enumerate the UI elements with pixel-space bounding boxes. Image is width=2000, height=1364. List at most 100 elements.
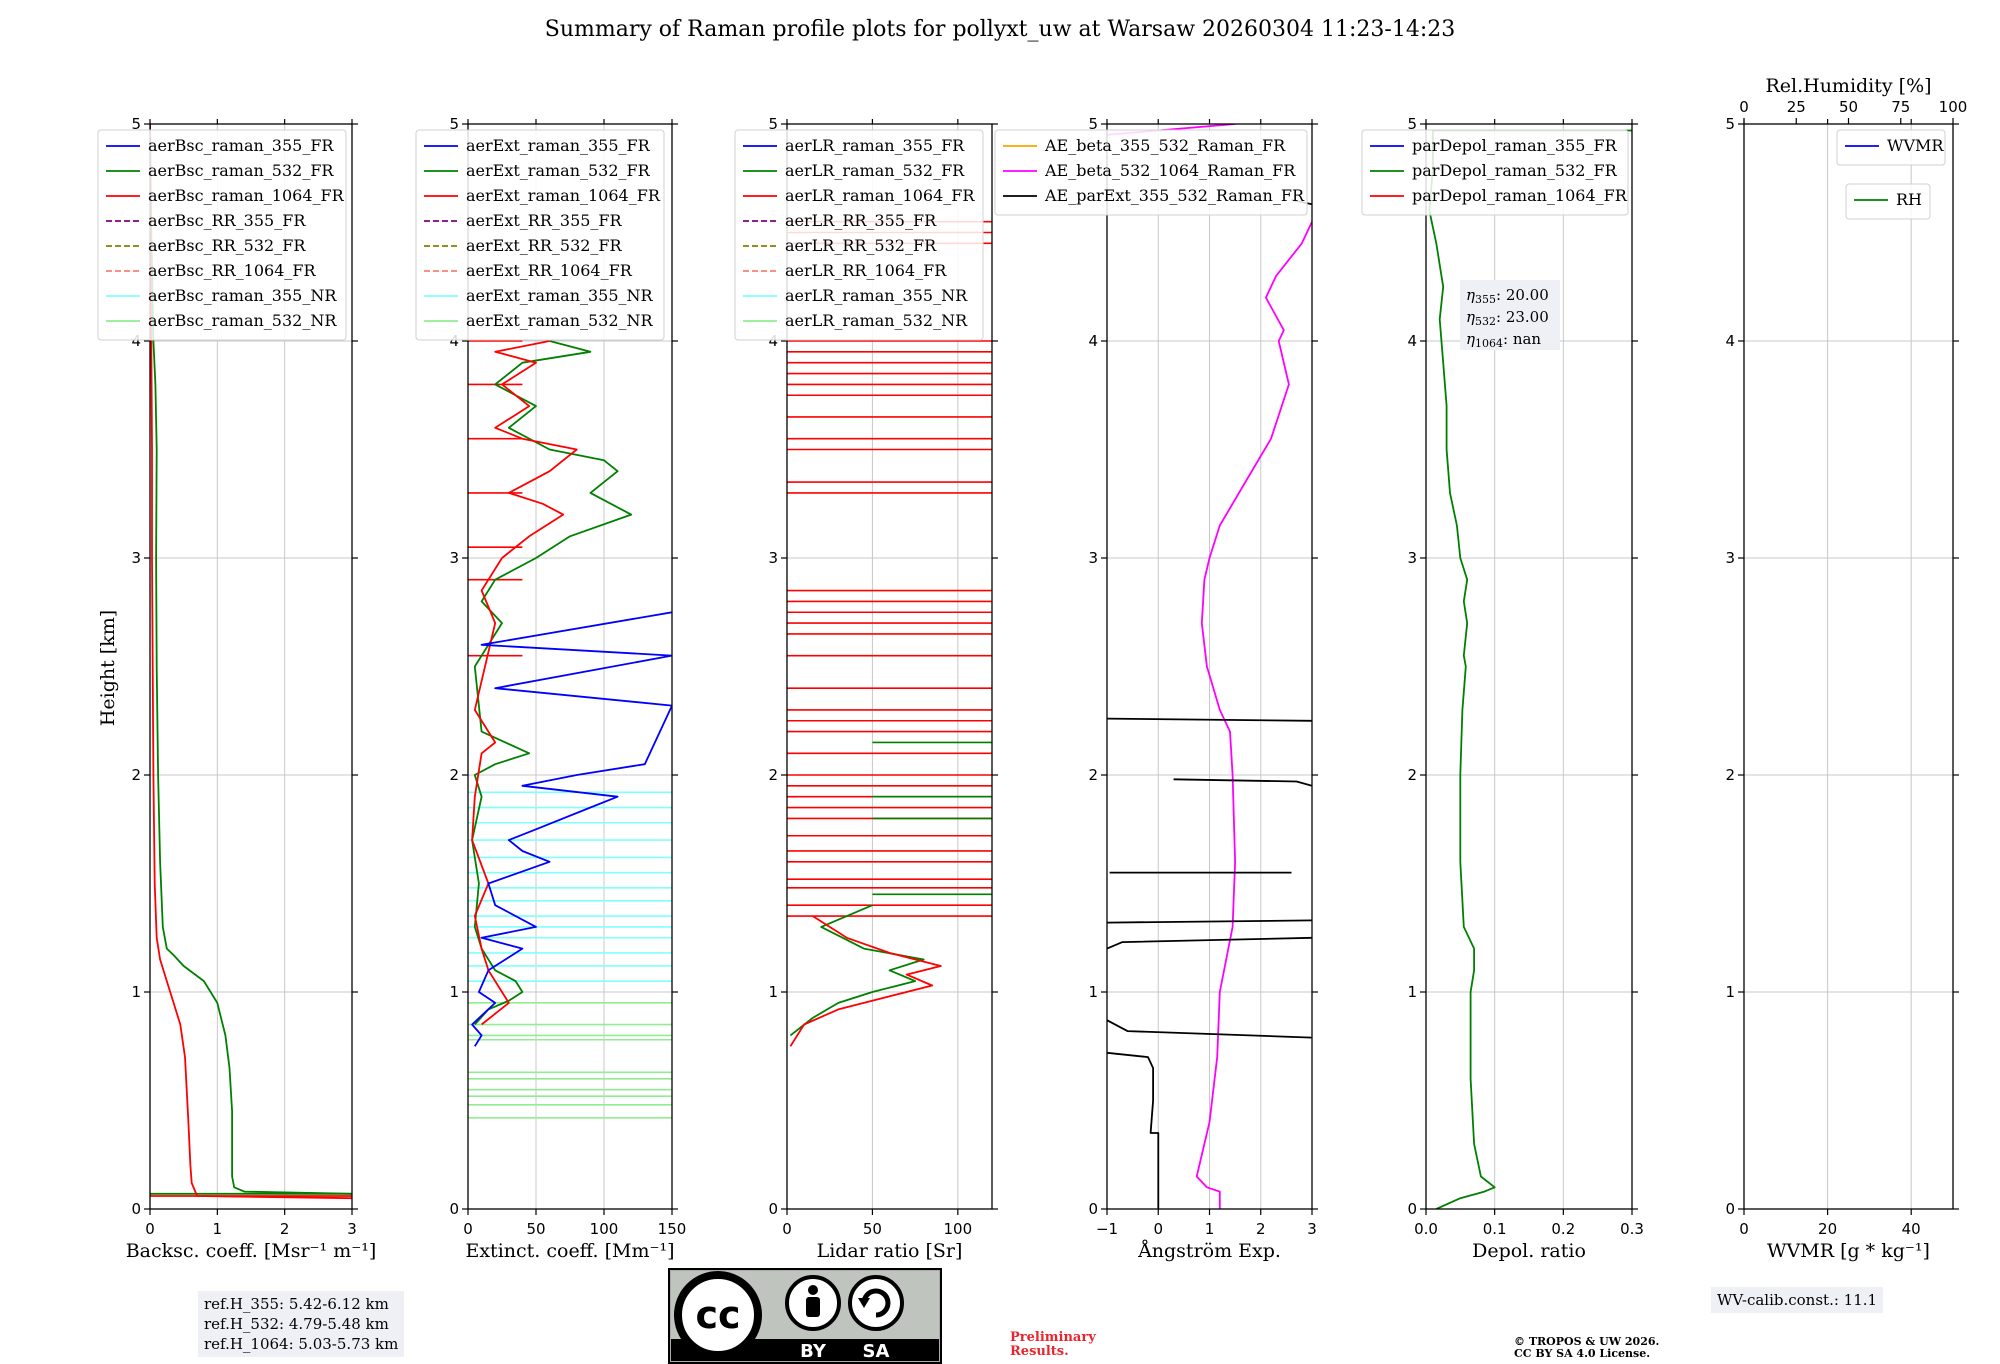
copyright-line-1: © TROPOS & UW 2026. bbox=[1514, 1335, 1660, 1348]
reference-height-box: ref.H_355: 5.42-6.12 km ref.H_532: 4.79-… bbox=[198, 1291, 405, 1357]
ytick-label-depol-0: 0 bbox=[1407, 1200, 1417, 1218]
by-label: BY bbox=[800, 1341, 827, 1362]
ytick-label-bsc-5: 5 bbox=[131, 115, 141, 133]
ytick-label-ext-1: 1 bbox=[449, 983, 459, 1001]
x-axis-label-ae: Ångström Exp. bbox=[1137, 1240, 1281, 1262]
legend-label-rh-wv-0: RH bbox=[1896, 190, 1922, 209]
ytick-label-lr-3: 3 bbox=[768, 549, 778, 567]
x-axis-label-bsc: Backsc. coeff. [Msr⁻¹ m⁻¹] bbox=[126, 1240, 377, 1262]
ytick-label-depol-4: 4 bbox=[1407, 332, 1417, 350]
xtick-label-ext-0: 0 bbox=[463, 1220, 473, 1238]
ytick-label-depol-1: 1 bbox=[1407, 983, 1417, 1001]
xtick-label-lr-0: 0 bbox=[782, 1220, 792, 1238]
refh-355: ref.H_355: 5.42-6.12 km bbox=[204, 1295, 389, 1313]
ytick-label-bsc-1: 1 bbox=[131, 983, 141, 1001]
xtick-label-ext-3: 150 bbox=[658, 1220, 687, 1238]
cc-by-sa-license-badge: cc BY SA bbox=[668, 1268, 942, 1364]
plot-area-bsc bbox=[150, 124, 352, 1200]
ytick-label-lr-0: 0 bbox=[768, 1200, 778, 1218]
series-lr-0 bbox=[789, 904, 925, 1037]
series-ext-2 bbox=[471, 611, 672, 1047]
series-ae-2 bbox=[1107, 1019, 1312, 1039]
ytick-label-lr-2: 2 bbox=[768, 766, 778, 784]
panel-wv: 0 20 40 0 1 2 3 4 5 WVMR [g * kg⁻¹] 0 25 50 75 100 Rel.… bbox=[1725, 75, 1967, 1262]
xtick-label-ext-1: 50 bbox=[526, 1220, 545, 1238]
xtick-label-bsc-1: 1 bbox=[213, 1220, 223, 1238]
legend-main-ae bbox=[994, 129, 1308, 216]
preliminary-line-1: Preliminary bbox=[1010, 1330, 1096, 1345]
ytick-label-ext-4: 4 bbox=[449, 332, 459, 350]
ytick-label-ae-2: 2 bbox=[1088, 766, 1098, 784]
ytick-label-ext-5: 5 bbox=[449, 115, 459, 133]
legend-label-main-lr-5: aerLR_RR_1064_FR bbox=[785, 261, 947, 280]
xtick-label-ae-2: 1 bbox=[1205, 1220, 1215, 1238]
y-axis-label: Height [km] bbox=[97, 610, 119, 726]
legend-main-ext bbox=[415, 129, 665, 341]
cc-logo-text: cc bbox=[695, 1293, 740, 1337]
legend-label-main-depol-1: parDepol_raman_532_FR bbox=[1412, 161, 1618, 180]
series-depol-0 bbox=[1428, 129, 1632, 1209]
xtick-label-bsc-0: 0 bbox=[145, 1220, 155, 1238]
legend-label-main-lr-6: aerLR_raman_355_NR bbox=[785, 286, 968, 305]
legend-label-main-ext-1: aerExt_raman_532_FR bbox=[466, 161, 651, 180]
refh-1064: ref.H_1064: 5.03-5.73 km bbox=[204, 1335, 399, 1353]
series-bsc-1 bbox=[150, 124, 352, 1200]
series-ext-0 bbox=[471, 340, 633, 1026]
series-ae-7 bbox=[1107, 717, 1312, 722]
legend-main-wv bbox=[1836, 129, 1946, 166]
xtick-label-depol-0: 0.0 bbox=[1414, 1220, 1438, 1238]
xtick-label-ae-3: 2 bbox=[1256, 1220, 1266, 1238]
xtick-label-lr-1: 50 bbox=[863, 1220, 882, 1238]
xtick-label-bsc-2: 2 bbox=[280, 1220, 290, 1238]
legend-label-main-lr-3: aerLR_RR_355_FR bbox=[785, 211, 937, 230]
ytick-label-ext-3: 3 bbox=[449, 549, 459, 567]
legend-label-main-ext-2: aerExt_raman_1064_FR bbox=[466, 186, 661, 205]
legend-label-main-ext-6: aerExt_raman_355_NR bbox=[466, 286, 654, 305]
top-xtick-label-4: 100 bbox=[1939, 98, 1968, 116]
ytick-label-bsc-4: 4 bbox=[131, 332, 141, 350]
ytick-label-bsc-2: 2 bbox=[131, 766, 141, 784]
ytick-label-depol-5: 5 bbox=[1407, 115, 1417, 133]
legend-label-main-ext-5: aerExt_RR_1064_FR bbox=[466, 261, 633, 280]
series-ext-1 bbox=[471, 340, 578, 1026]
x-axis-label-wv: WVMR [g * kg⁻¹] bbox=[1767, 1240, 1930, 1262]
cc-logo-icon bbox=[674, 1271, 762, 1359]
legend-label-main-bsc-1: aerBsc_raman_532_FR bbox=[148, 161, 334, 180]
axes-frame-depol bbox=[1425, 123, 1633, 1210]
legend-label-main-ext-0: aerExt_raman_355_FR bbox=[466, 136, 651, 155]
xtick-label-ext-2: 100 bbox=[590, 1220, 619, 1238]
refh-532: ref.H_532: 4.79-5.48 km bbox=[204, 1315, 389, 1333]
series-bsc-0 bbox=[150, 124, 352, 1195]
series-ae-1 bbox=[1107, 1051, 1160, 1209]
legend-label-main-lr-0: aerLR_raman_355_FR bbox=[785, 136, 965, 155]
eta-1064: η1064: nan bbox=[1466, 330, 1541, 350]
xtick-label-bsc-3: 3 bbox=[347, 1220, 357, 1238]
panel-ext: 0 50 100 150 0 1 2 3 4 5 Extinct. coeff. [Mm⁻¹] aer… bbox=[415, 115, 687, 1262]
xtick-label-depol-2: 0.2 bbox=[1551, 1220, 1575, 1238]
eta-355: η355: 20.00 bbox=[1466, 286, 1549, 306]
xtick-label-wv-2: 40 bbox=[1902, 1220, 1921, 1238]
wv-calib-text: WV-calib.const.: 11.1 bbox=[1717, 1291, 1878, 1309]
ytick-label-ae-4: 4 bbox=[1088, 332, 1098, 350]
eta-box bbox=[1460, 280, 1560, 350]
legend-main-bsc bbox=[97, 129, 347, 341]
legend-label-main-bsc-2: aerBsc_raman_1064_FR bbox=[148, 186, 345, 205]
top-xtick-label-3: 75 bbox=[1891, 98, 1910, 116]
figure-title: Summary of Raman profile plots for polly… bbox=[545, 17, 1455, 42]
copyright-line-2: CC BY SA 4.0 License. bbox=[1514, 1347, 1651, 1360]
xtick-label-depol-3: 0.3 bbox=[1620, 1220, 1644, 1238]
ytick-label-ext-0: 0 bbox=[449, 1200, 459, 1218]
legend-label-main-ae-2: AE_parExt_355_532_Raman_FR bbox=[1044, 186, 1305, 205]
ytick-label-lr-1: 1 bbox=[768, 983, 778, 1001]
legend-label-main-ae-0: AE_beta_355_532_Raman_FR bbox=[1044, 136, 1286, 155]
legend-main-lr bbox=[734, 129, 984, 341]
x-axis-label-lr: Lidar ratio [Sr] bbox=[817, 1240, 963, 1262]
preliminary-note: Preliminary Results. bbox=[1010, 1331, 1096, 1359]
ytick-label-depol-3: 3 bbox=[1407, 549, 1417, 567]
axes-frame-bsc bbox=[149, 123, 353, 1210]
axes-frame-ext bbox=[467, 123, 673, 1210]
xtick-label-ae-4: 3 bbox=[1307, 1220, 1317, 1238]
legend-label-main-bsc-7: aerBsc_raman_532_NR bbox=[148, 311, 337, 330]
sa-share-icon bbox=[848, 1275, 904, 1331]
ytick-label-ae-3: 3 bbox=[1088, 549, 1098, 567]
